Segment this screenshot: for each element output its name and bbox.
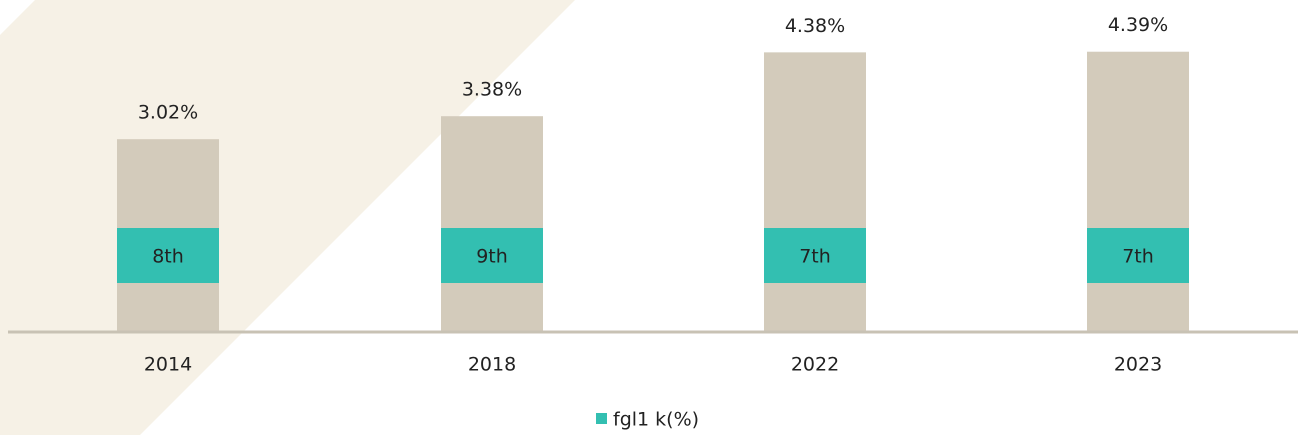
value-label: 4.39% [1108, 14, 1168, 36]
value-label: 4.38% [785, 15, 845, 37]
x-tick-label: 2014 [144, 354, 192, 376]
rank-badge [441, 228, 543, 283]
bar [764, 52, 866, 332]
bar [441, 116, 543, 332]
rank-label: 7th [1122, 246, 1154, 268]
rank-label: 8th [152, 246, 184, 268]
rank-label: 9th [476, 246, 508, 268]
value-label: 3.02% [138, 102, 198, 124]
value-label: 3.38% [462, 79, 522, 101]
legend-swatch [596, 413, 607, 424]
rank-badge [117, 228, 219, 283]
rank-label: 7th [799, 246, 831, 268]
legend-label: fgl1 k(%) [613, 409, 699, 431]
x-tick-label: 2023 [1114, 354, 1162, 376]
bar [1087, 51, 1189, 332]
x-tick-label: 2018 [468, 354, 516, 376]
rank-badge [1087, 228, 1189, 283]
x-tick-label: 2022 [791, 354, 839, 376]
rank-badge [764, 228, 866, 283]
